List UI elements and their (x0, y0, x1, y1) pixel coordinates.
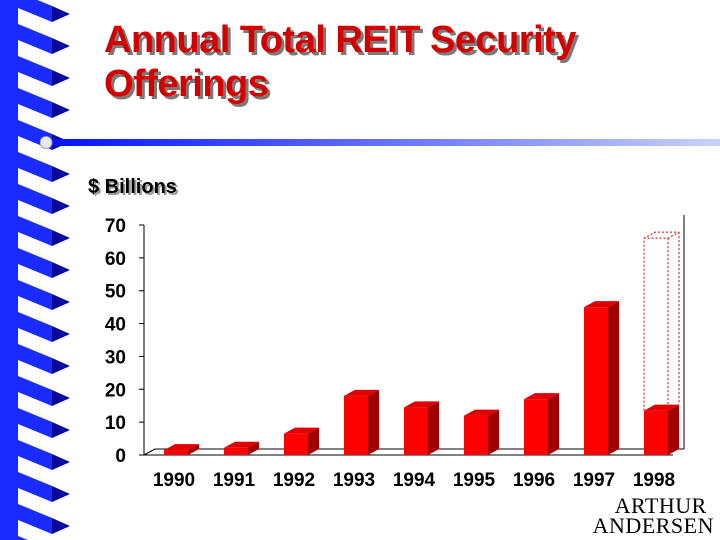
title-line-2: Offerings (104, 63, 269, 105)
title-line-1: Annual Total REIT Security (104, 19, 576, 61)
stripe-segment (18, 344, 52, 374)
bar-side (308, 427, 319, 455)
stripe-segment-shade (52, 518, 70, 534)
stripe-segment (18, 56, 52, 86)
stripe-segment (18, 280, 52, 310)
bar-side (368, 389, 379, 455)
bar-side (608, 301, 619, 455)
stripe-segment-shade (52, 294, 70, 310)
bar-front (344, 395, 368, 455)
stripe-segment (18, 184, 52, 214)
stripe-segment (18, 408, 52, 438)
bar-side (488, 409, 499, 455)
stripe-segment (18, 88, 52, 118)
stripe-segment-shade (52, 262, 70, 278)
logo-line-1: ARTHUR (614, 493, 707, 518)
stripe-segment-shade (52, 198, 70, 214)
x-tick-label: 1996 (513, 470, 555, 491)
stripe-segment-shade (52, 166, 70, 182)
bar-front (404, 407, 428, 455)
y-tick-label: 0 (115, 446, 126, 467)
bar-1994 (404, 401, 439, 455)
stripe-segment (18, 472, 52, 502)
x-tick-label: 1991 (213, 470, 256, 491)
stripe-segment-shade (52, 70, 70, 86)
slide-title: Annual Total REIT Security Offerings (104, 18, 664, 106)
y-tick-label: 10 (105, 413, 126, 434)
x-tick-label: 1994 (393, 470, 436, 491)
bar-1993 (344, 389, 379, 455)
stripe-band (0, 0, 18, 540)
bar-1996 (524, 393, 559, 455)
stripe-segment-shade (52, 454, 70, 470)
bar-projection-outline (643, 231, 680, 411)
stripe-segment (18, 0, 52, 22)
stripe-segment (18, 248, 52, 278)
bar-top (584, 301, 619, 308)
bar-front (464, 415, 488, 455)
stripe-segment-shade (52, 38, 70, 54)
stripe-segment (18, 24, 52, 54)
bar-1995 (464, 409, 499, 455)
bar-front (644, 410, 668, 455)
x-tick-label: 1998 (633, 470, 675, 491)
x-tick-label: 1995 (453, 470, 496, 491)
stripe-segment (18, 536, 28, 540)
y-tick-label: 60 (105, 249, 126, 270)
logo-line-2: ANDERSEN (592, 513, 714, 538)
bar-top (644, 404, 679, 411)
y-tick-label: 70 (105, 216, 126, 237)
y-tick-label: 50 (105, 282, 126, 303)
x-tick-label: 1992 (273, 470, 315, 491)
bar-front (164, 450, 188, 455)
stripe-segment (18, 376, 52, 406)
bar-top (464, 409, 499, 416)
x-tick-label: 1997 (573, 470, 615, 491)
stripe-segment (18, 312, 52, 342)
stripe-segment (18, 504, 52, 534)
bar-top (224, 441, 259, 448)
y-tick-label: 30 (105, 347, 126, 368)
stripe-segment-shade (52, 230, 70, 246)
y-axis-unit-label: $ Billions (88, 176, 177, 198)
stripe-segment (18, 216, 52, 246)
x-tick-label: 1993 (333, 470, 375, 491)
bar-front (284, 433, 308, 455)
bar-side (548, 393, 559, 455)
stripe-segment-shade (52, 390, 70, 406)
stripe-segment (18, 440, 52, 470)
bar-side (188, 444, 199, 455)
bar-front (224, 447, 248, 455)
stripe-segment-shade (52, 6, 70, 22)
bar-top (284, 427, 319, 434)
bar-top (344, 389, 379, 396)
bar-1991 (224, 441, 259, 455)
arthur-andersen-logo: ARTHUR ANDERSEN (592, 493, 714, 538)
stripe-segment-shade (52, 358, 70, 374)
bar-top (524, 393, 559, 400)
stripe-segment-shade (52, 326, 70, 342)
y-tick-label: 40 (105, 315, 126, 336)
y-tick-label: 20 (105, 380, 126, 401)
x-tick-label: 1990 (153, 470, 195, 491)
stripe-segment (18, 152, 52, 182)
bar-1998 (644, 404, 679, 455)
bar-front (524, 399, 548, 455)
bar-top (164, 444, 199, 451)
bar-1997 (584, 301, 619, 455)
bar-side (668, 404, 679, 455)
stripe-segment-shade (52, 102, 70, 118)
title-divider (40, 136, 720, 149)
stripe-segment-shade (52, 422, 70, 438)
stripe-segment-shade (52, 486, 70, 502)
bar-side (248, 441, 259, 455)
bar-1992 (284, 427, 319, 455)
bar-1990 (164, 444, 199, 455)
bar-front (584, 307, 608, 455)
chart-floor-back-edge (143, 448, 684, 456)
bar-side (428, 401, 439, 455)
bar-top (404, 401, 439, 408)
